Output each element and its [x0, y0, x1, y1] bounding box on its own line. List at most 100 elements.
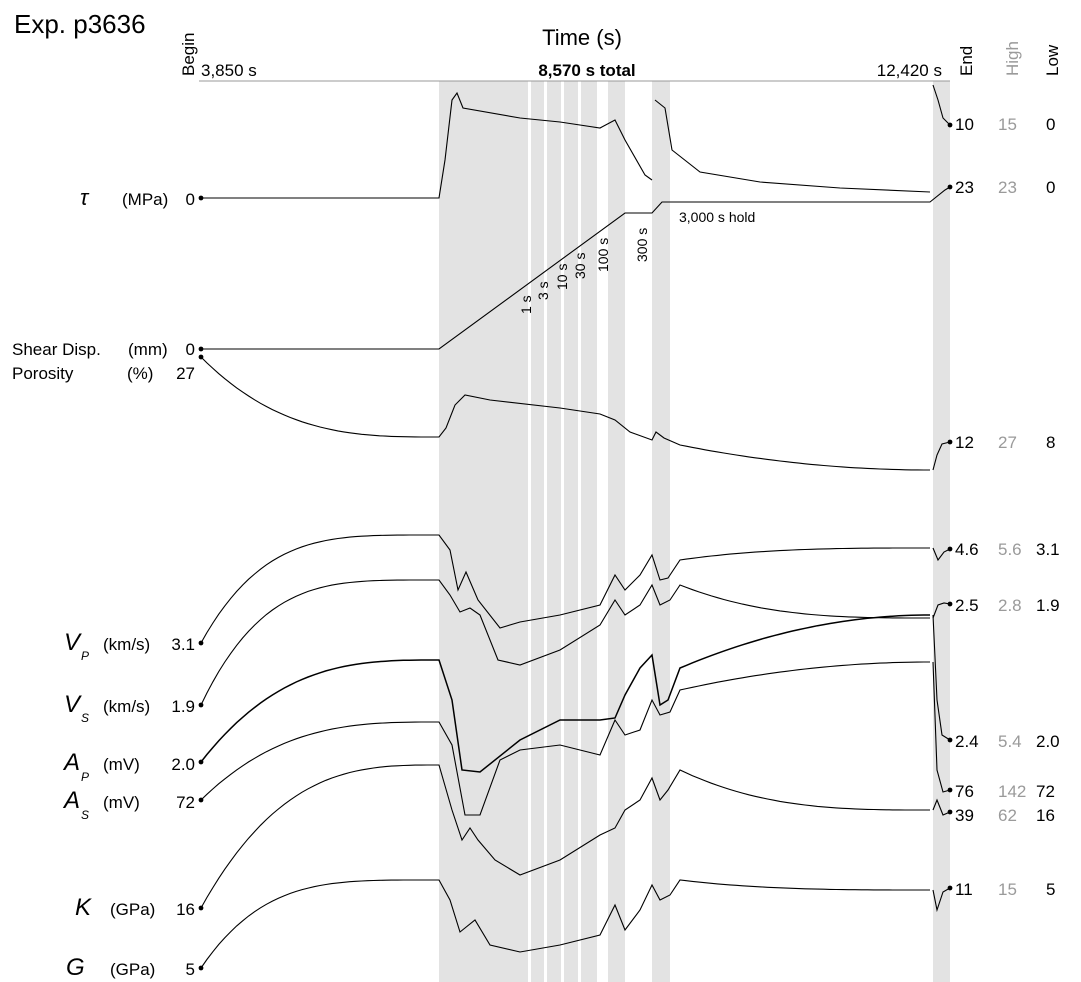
trace-porosity-end [932, 441, 951, 471]
hold-label-3s: 3 s [535, 281, 551, 300]
as-begin-value: 72 [176, 793, 195, 812]
tau-low-value: 0 [1046, 115, 1055, 134]
vp-subscript: P [81, 649, 89, 663]
column-end-header: End [957, 46, 976, 76]
vp-unit: (km/s) [103, 635, 150, 654]
shear-end-dot [947, 184, 953, 190]
vs-begin-dot [198, 702, 204, 708]
hold-label-30s: 30 s [572, 253, 588, 279]
porosity-high-value: 27 [998, 433, 1017, 452]
ap-symbol: A [62, 749, 80, 776]
g-end-dot [947, 885, 953, 891]
shear-disp-begin-value: 0 [186, 340, 195, 359]
hold-band-8 [933, 81, 950, 982]
tau-unit: (MPa) [122, 190, 168, 209]
ap-end-dot [947, 737, 953, 743]
hold-label-3000s: 3,000 s hold [679, 209, 755, 225]
trace-shear [201, 186, 951, 350]
as-high-value: 142 [998, 782, 1026, 801]
ap-unit: (mV) [103, 755, 140, 774]
ap-subscript: P [81, 770, 89, 784]
shear-disp-label: Shear Disp. [12, 340, 101, 359]
as-low-value: 72 [1036, 782, 1055, 801]
as-end-dot [947, 787, 953, 793]
porosity-end-value: 12 [955, 433, 974, 452]
ap-high-value: 5.4 [998, 732, 1022, 751]
trace-vs-end [932, 602, 951, 619]
traces [198, 84, 953, 971]
trace-k [200, 764, 930, 909]
shear-end-value: 23 [955, 178, 974, 197]
vp-begin-dot [198, 640, 204, 646]
ap-begin-value: 2.0 [171, 755, 195, 774]
vs-low-value: 1.9 [1036, 596, 1060, 615]
porosity-begin-value: 27 [176, 364, 195, 383]
k-high-value: 62 [998, 806, 1017, 825]
as-symbol: A [62, 787, 80, 814]
column-begin-header: Begin [179, 33, 198, 76]
k-end-value: 39 [955, 806, 974, 825]
shear-low-value: 0 [1046, 178, 1055, 197]
as-subscript: S [81, 808, 89, 822]
row-labels: τ (MPa) 0 Shear Disp. (mm) 0 Porosity (%… [12, 185, 195, 981]
k-begin-value: 16 [176, 900, 195, 919]
trace-tau [201, 91, 931, 199]
porosity-label: Porosity [12, 364, 74, 383]
vs-end-value: 2.5 [955, 596, 979, 615]
tau-begin-value: 0 [186, 190, 195, 209]
g-end-value: 11 [955, 880, 973, 899]
right-values: 10 15 0 23 23 0 12 27 8 4.6 5.6 3.1 2.5 … [955, 115, 1060, 899]
porosity-begin-dot [198, 354, 204, 360]
g-unit: (GPa) [110, 960, 155, 979]
trace-k-end [932, 798, 951, 816]
ap-end-value: 2.4 [955, 732, 979, 751]
hold-bands [439, 81, 950, 982]
vp-low-value: 3.1 [1036, 540, 1060, 559]
hold-band-6 [608, 81, 625, 982]
hold-band-1 [439, 81, 528, 982]
experiment-title: Exp. p3636 [14, 9, 146, 39]
shear-high-value: 23 [998, 178, 1017, 197]
trace-vp [200, 534, 930, 644]
column-low-header: Low [1043, 44, 1062, 76]
tau-begin-dot [198, 195, 204, 201]
as-begin-dot [198, 797, 204, 803]
hold-label-100s: 100 s [595, 238, 611, 272]
g-begin-dot [198, 965, 204, 971]
trace-tau-end [932, 84, 951, 126]
hold-band-3 [547, 81, 561, 982]
tau-end-value: 10 [955, 115, 974, 134]
hold-band-7 [652, 81, 670, 982]
ap-low-value: 2.0 [1036, 732, 1060, 751]
trace-vp-end [932, 547, 951, 562]
g-low-value: 5 [1046, 880, 1055, 899]
vp-begin-value: 3.1 [171, 635, 195, 654]
trace-as-end [932, 661, 951, 793]
vp-high-value: 5.6 [998, 540, 1022, 559]
hold-band-4 [564, 81, 578, 982]
hold-label-10s: 10 s [554, 264, 570, 290]
k-symbol: K [75, 894, 92, 921]
vs-high-value: 2.8 [998, 596, 1022, 615]
trace-vs [200, 579, 930, 706]
trace-as [200, 661, 930, 816]
g-symbol: G [66, 954, 85, 981]
trace-g-end [932, 887, 951, 913]
trace-porosity [200, 356, 930, 471]
porosity-end-dot [947, 439, 953, 445]
k-unit: (GPa) [110, 900, 155, 919]
k-begin-dot [198, 905, 204, 911]
k-end-dot [947, 809, 953, 815]
k-low-value: 16 [1036, 806, 1055, 825]
time-axis-label: Time (s) [542, 25, 622, 50]
vs-end-dot [947, 601, 953, 607]
as-unit: (mV) [103, 793, 140, 812]
vp-end-value: 4.6 [955, 540, 979, 559]
end-time-label: 12,420 s [877, 61, 942, 80]
porosity-unit: (%) [127, 364, 153, 383]
vs-symbol: V [64, 691, 82, 718]
column-high-header: High [1003, 41, 1022, 76]
tau-end-dot [947, 122, 953, 128]
g-begin-value: 5 [186, 960, 195, 979]
trace-ap [200, 614, 930, 773]
